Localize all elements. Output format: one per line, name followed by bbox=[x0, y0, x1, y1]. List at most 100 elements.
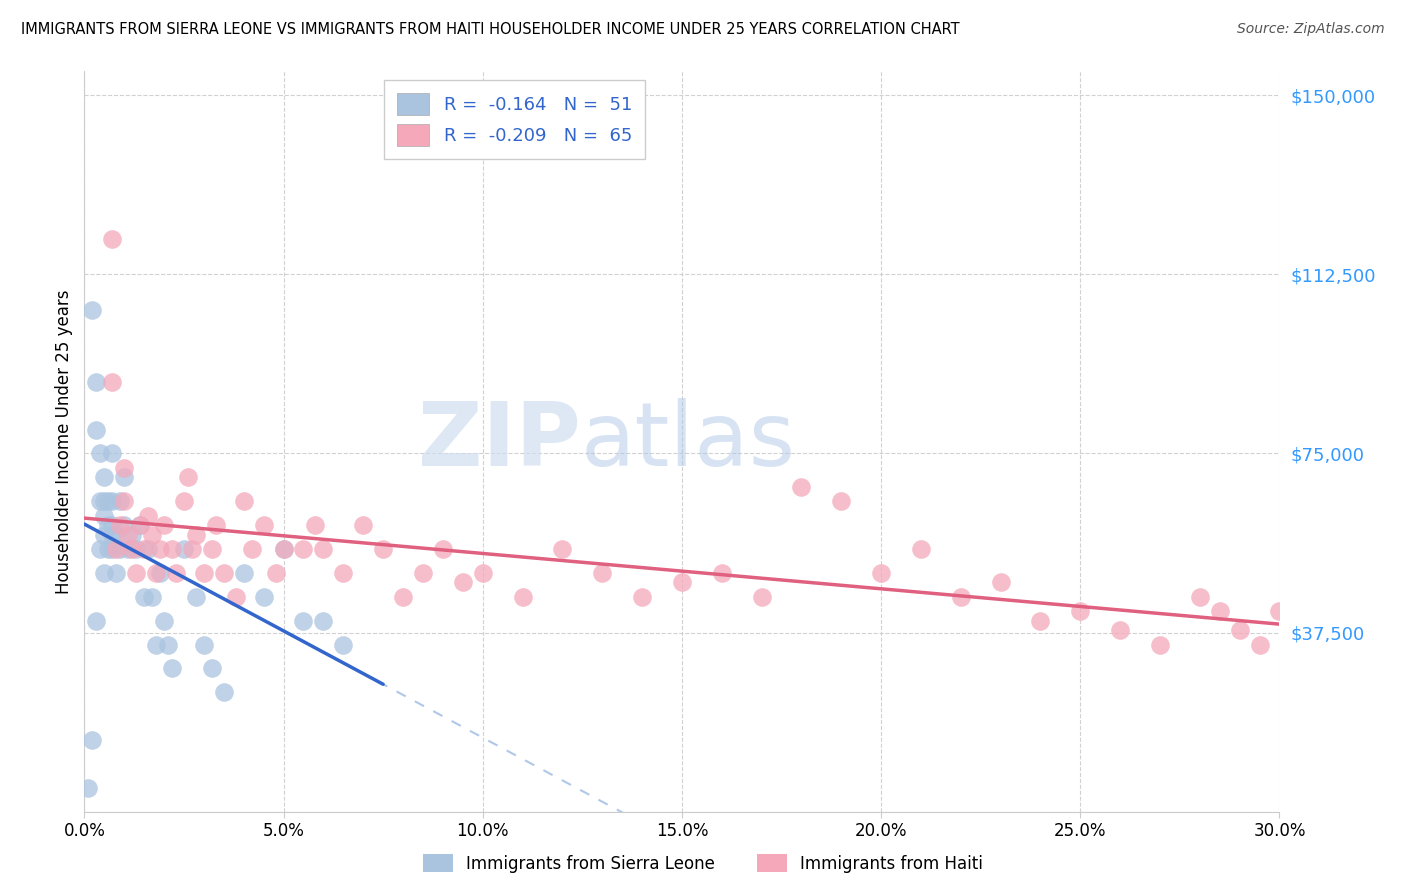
Point bbox=[89, 494, 111, 508]
Point bbox=[105, 541, 128, 556]
Point bbox=[160, 661, 183, 675]
Point bbox=[471, 566, 494, 580]
Point bbox=[86, 375, 108, 389]
Point bbox=[225, 590, 247, 604]
Point bbox=[101, 527, 124, 541]
Point bbox=[112, 470, 135, 484]
Point bbox=[1029, 614, 1052, 628]
Point bbox=[332, 638, 354, 652]
Point bbox=[631, 590, 654, 604]
Point bbox=[292, 614, 315, 628]
Point bbox=[101, 375, 124, 389]
Point bbox=[97, 541, 120, 556]
Point bbox=[110, 518, 132, 533]
Point bbox=[201, 541, 224, 556]
Point bbox=[93, 566, 115, 580]
Point bbox=[93, 527, 115, 541]
Point bbox=[591, 566, 613, 580]
Point bbox=[352, 518, 374, 533]
Point bbox=[184, 527, 207, 541]
Point bbox=[273, 541, 295, 556]
Point bbox=[173, 541, 195, 556]
Point bbox=[153, 614, 176, 628]
Point bbox=[86, 614, 108, 628]
Point bbox=[949, 590, 972, 604]
Point bbox=[101, 518, 124, 533]
Point bbox=[82, 733, 104, 747]
Point bbox=[129, 518, 152, 533]
Point bbox=[184, 590, 207, 604]
Point bbox=[870, 566, 893, 580]
Point bbox=[1209, 604, 1232, 618]
Point bbox=[93, 494, 115, 508]
Point bbox=[110, 494, 132, 508]
Y-axis label: Householder Income Under 25 years: Householder Income Under 25 years bbox=[55, 289, 73, 594]
Point bbox=[910, 541, 932, 556]
Point bbox=[193, 566, 215, 580]
Text: ZIP: ZIP bbox=[418, 398, 581, 485]
Text: Source: ZipAtlas.com: Source: ZipAtlas.com bbox=[1237, 22, 1385, 37]
Point bbox=[149, 566, 172, 580]
Point bbox=[101, 541, 124, 556]
Point bbox=[86, 423, 108, 437]
Point bbox=[512, 590, 534, 604]
Point bbox=[193, 638, 215, 652]
Point bbox=[751, 590, 773, 604]
Point bbox=[160, 541, 183, 556]
Point bbox=[392, 590, 415, 604]
Legend: R =  -0.164   N =  51, R =  -0.209   N =  65: R = -0.164 N = 51, R = -0.209 N = 65 bbox=[384, 80, 645, 159]
Point bbox=[112, 518, 135, 533]
Point bbox=[312, 541, 335, 556]
Point bbox=[105, 566, 128, 580]
Point bbox=[77, 780, 100, 795]
Point bbox=[112, 494, 135, 508]
Point bbox=[312, 614, 335, 628]
Point bbox=[117, 541, 139, 556]
Point bbox=[253, 590, 276, 604]
Point bbox=[101, 446, 124, 460]
Point bbox=[125, 566, 148, 580]
Point bbox=[121, 541, 143, 556]
Point bbox=[165, 566, 187, 580]
Point bbox=[136, 508, 159, 523]
Point bbox=[89, 446, 111, 460]
Point bbox=[1188, 590, 1211, 604]
Point bbox=[332, 566, 354, 580]
Point bbox=[121, 527, 143, 541]
Point bbox=[205, 518, 228, 533]
Point bbox=[710, 566, 733, 580]
Point bbox=[93, 470, 115, 484]
Point bbox=[990, 575, 1012, 590]
Legend: Immigrants from Sierra Leone, Immigrants from Haiti: Immigrants from Sierra Leone, Immigrants… bbox=[416, 847, 990, 880]
Point bbox=[105, 527, 128, 541]
Point bbox=[212, 566, 235, 580]
Point bbox=[201, 661, 224, 675]
Point bbox=[101, 231, 124, 245]
Point bbox=[451, 575, 474, 590]
Text: IMMIGRANTS FROM SIERRA LEONE VS IMMIGRANTS FROM HAITI HOUSEHOLDER INCOME UNDER 2: IMMIGRANTS FROM SIERRA LEONE VS IMMIGRAN… bbox=[21, 22, 960, 37]
Point bbox=[112, 460, 135, 475]
Point bbox=[1109, 624, 1132, 638]
Point bbox=[129, 518, 152, 533]
Point bbox=[253, 518, 276, 533]
Point bbox=[97, 494, 120, 508]
Point bbox=[412, 566, 434, 580]
Text: atlas: atlas bbox=[581, 398, 796, 485]
Point bbox=[101, 494, 124, 508]
Point bbox=[1229, 624, 1251, 638]
Point bbox=[177, 470, 200, 484]
Point bbox=[125, 541, 148, 556]
Point bbox=[273, 541, 295, 556]
Point bbox=[132, 541, 156, 556]
Point bbox=[264, 566, 287, 580]
Point bbox=[89, 541, 111, 556]
Point bbox=[1069, 604, 1091, 618]
Point bbox=[181, 541, 204, 556]
Point bbox=[82, 303, 104, 318]
Point bbox=[1249, 638, 1271, 652]
Point bbox=[153, 518, 176, 533]
Point bbox=[790, 480, 813, 494]
Point bbox=[292, 541, 315, 556]
Point bbox=[432, 541, 454, 556]
Point bbox=[145, 638, 167, 652]
